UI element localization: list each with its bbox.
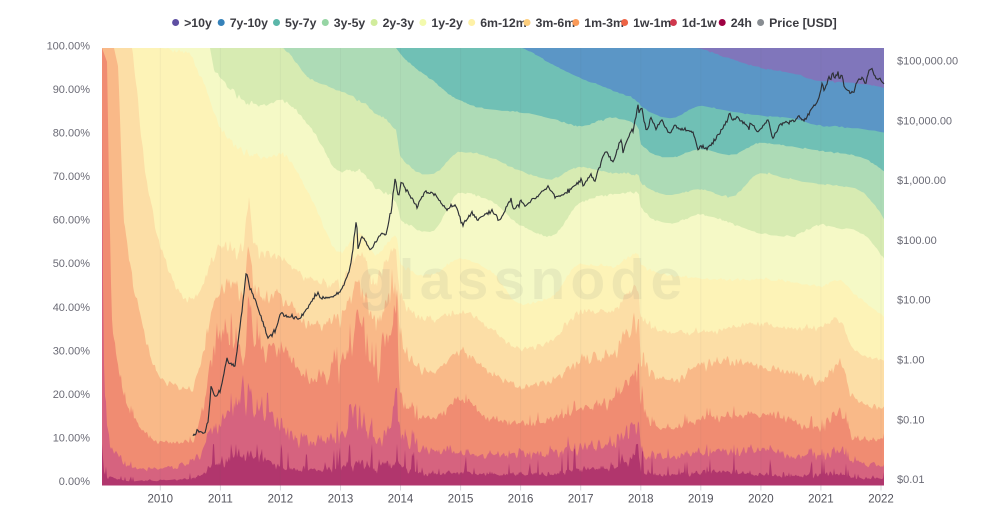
svg-text:24h: 24h [731, 16, 752, 30]
svg-text:0.00%: 0.00% [59, 476, 90, 488]
svg-text:2011: 2011 [208, 494, 233, 506]
svg-text:2017: 2017 [568, 494, 594, 506]
svg-text:2018: 2018 [628, 494, 654, 506]
svg-text:2020: 2020 [748, 494, 774, 506]
svg-text:2012: 2012 [268, 494, 294, 506]
svg-text:50.00%: 50.00% [53, 258, 91, 270]
svg-text:$1,000.00: $1,000.00 [897, 175, 946, 187]
svg-text:60.00%: 60.00% [53, 215, 91, 227]
svg-text:2015: 2015 [448, 494, 474, 506]
svg-text:2022: 2022 [868, 494, 894, 506]
svg-text:100.00%: 100.00% [47, 40, 91, 52]
svg-text:1w-1m: 1w-1m [633, 16, 671, 30]
svg-text:2010: 2010 [148, 494, 174, 506]
svg-text:20.00%: 20.00% [53, 389, 91, 401]
svg-text:5y-7y: 5y-7y [285, 16, 317, 30]
svg-text:$10,000.00: $10,000.00 [897, 115, 952, 127]
svg-text:$10.00: $10.00 [897, 295, 931, 307]
svg-text:40.00%: 40.00% [53, 302, 91, 314]
svg-text:80.00%: 80.00% [53, 128, 91, 140]
svg-text:90.00%: 90.00% [53, 84, 91, 96]
svg-text:$100.00: $100.00 [897, 235, 937, 247]
svg-text:2y-3y: 2y-3y [383, 16, 415, 30]
svg-text:30.00%: 30.00% [53, 345, 91, 357]
svg-text:2021: 2021 [808, 494, 834, 506]
svg-text:>10y: >10y [184, 16, 212, 30]
svg-text:2013: 2013 [328, 494, 354, 506]
svg-text:2014: 2014 [388, 494, 414, 506]
svg-text:10.00%: 10.00% [53, 432, 91, 444]
svg-text:$100,000.00: $100,000.00 [897, 56, 958, 68]
svg-text:70.00%: 70.00% [53, 171, 91, 183]
svg-text:3m-6m: 3m-6m [536, 16, 576, 30]
svg-text:2019: 2019 [688, 494, 714, 506]
svg-text:1y-2y: 1y-2y [431, 16, 463, 30]
svg-text:glassnode: glassnode [359, 248, 688, 312]
svg-text:2016: 2016 [508, 494, 534, 506]
svg-text:$0.01: $0.01 [897, 474, 925, 486]
svg-text:1d-1w: 1d-1w [682, 16, 717, 30]
svg-text:7y-10y: 7y-10y [230, 16, 268, 30]
svg-text:3y-5y: 3y-5y [334, 16, 366, 30]
svg-text:$0.10: $0.10 [897, 414, 925, 426]
svg-text:$1.00: $1.00 [897, 355, 925, 367]
svg-text:6m-12m: 6m-12m [480, 16, 527, 30]
svg-text:Price [USD]: Price [USD] [769, 16, 837, 30]
svg-text:1m-3m: 1m-3m [584, 16, 624, 30]
